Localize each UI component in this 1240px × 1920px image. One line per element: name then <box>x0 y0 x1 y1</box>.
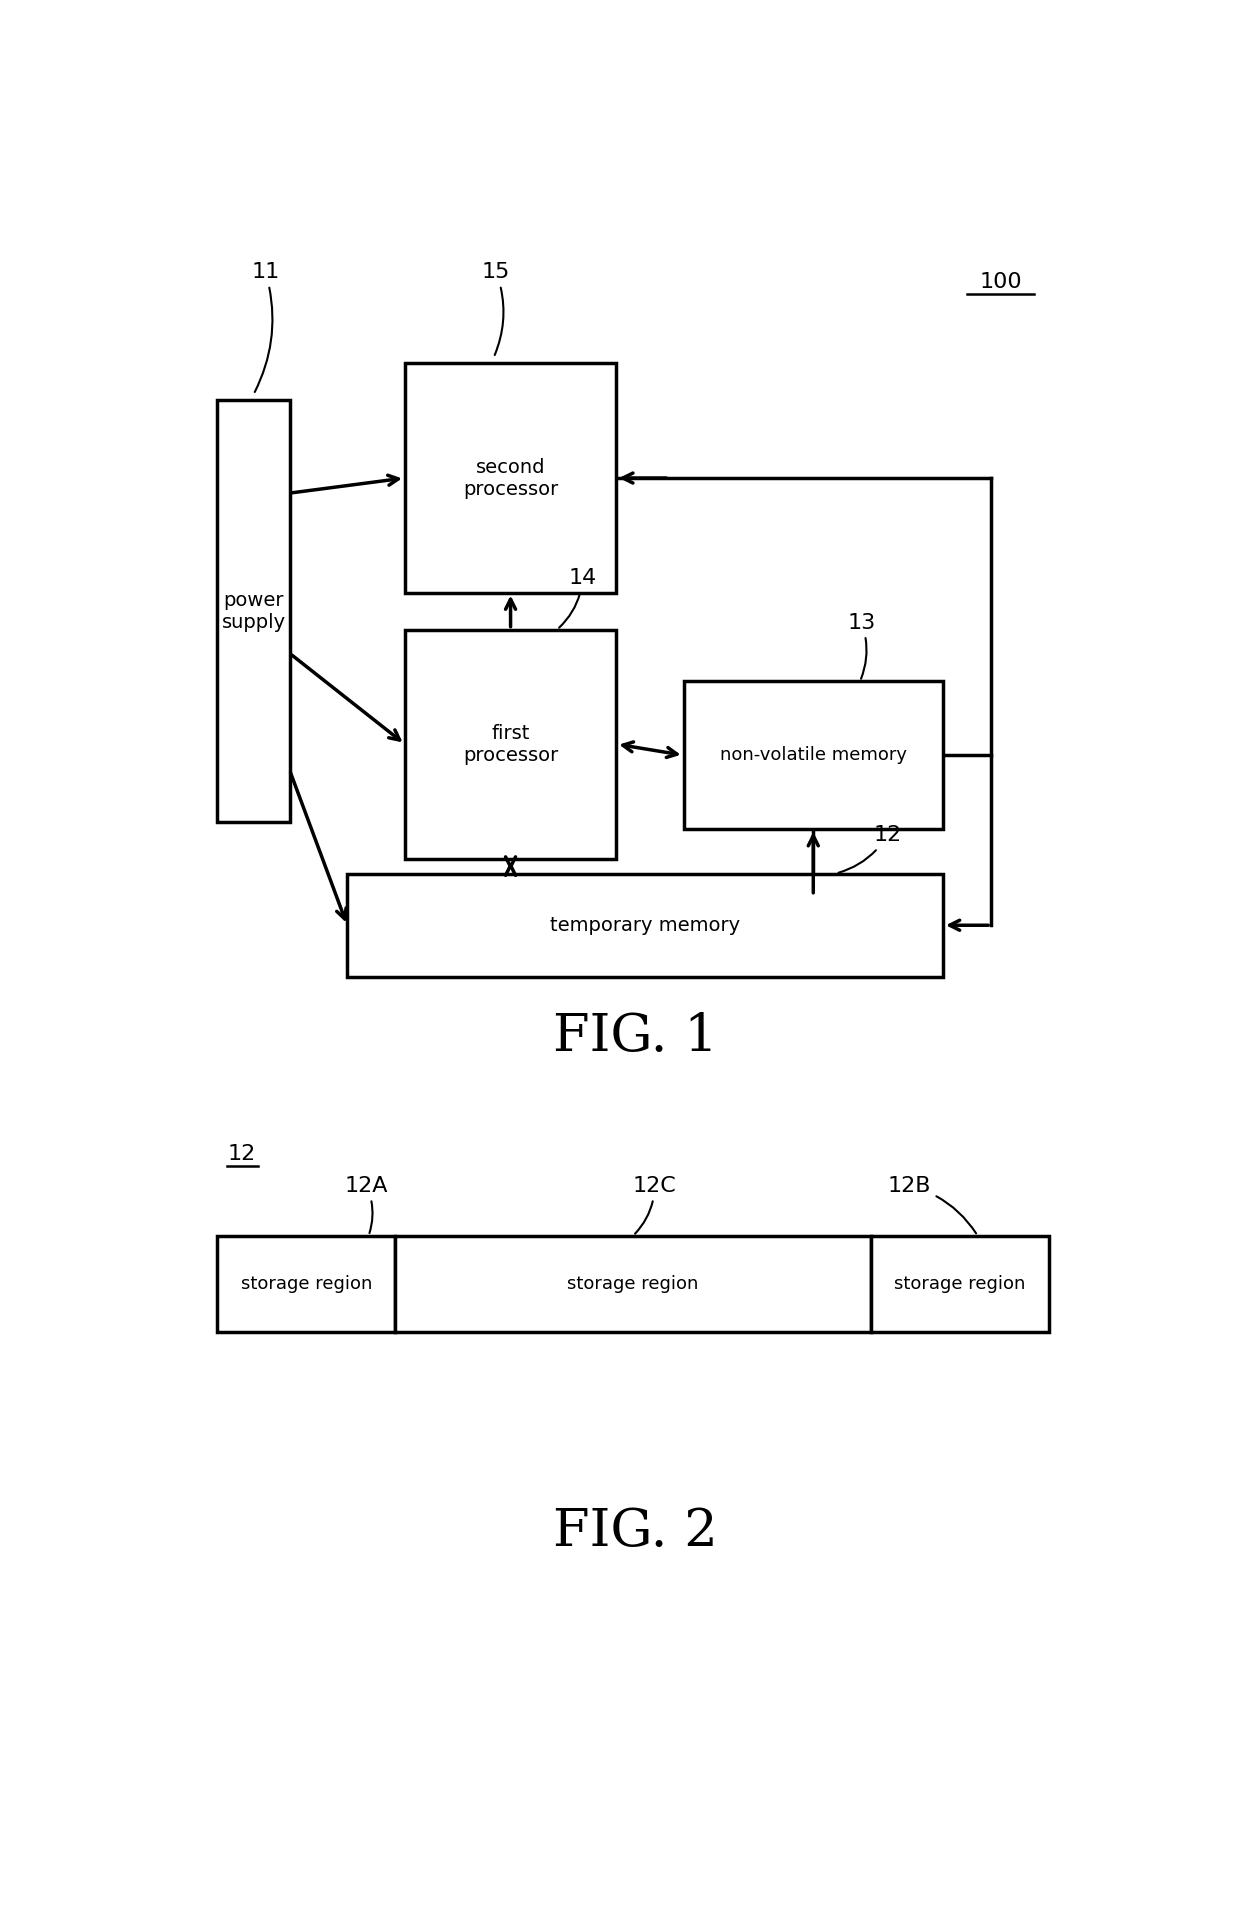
Text: 12B: 12B <box>888 1175 976 1233</box>
Text: 100: 100 <box>980 273 1022 292</box>
Text: 12: 12 <box>838 826 901 874</box>
Text: 12A: 12A <box>345 1175 388 1233</box>
Text: non-volatile memory: non-volatile memory <box>719 747 906 764</box>
Text: 12C: 12C <box>632 1175 677 1235</box>
FancyBboxPatch shape <box>404 630 616 858</box>
Text: second
processor: second processor <box>463 457 558 499</box>
Text: FIG. 1: FIG. 1 <box>553 1010 718 1062</box>
Text: storage region: storage region <box>894 1275 1025 1292</box>
FancyBboxPatch shape <box>396 1236 870 1332</box>
Text: 13: 13 <box>847 612 875 680</box>
FancyBboxPatch shape <box>217 1236 396 1332</box>
Text: FIG. 2: FIG. 2 <box>553 1505 718 1557</box>
FancyBboxPatch shape <box>217 401 290 822</box>
Text: 11: 11 <box>252 263 280 392</box>
FancyBboxPatch shape <box>870 1236 1049 1332</box>
FancyBboxPatch shape <box>683 682 944 829</box>
Text: power
supply: power supply <box>222 591 285 632</box>
FancyBboxPatch shape <box>404 363 616 593</box>
Text: 14: 14 <box>559 568 596 628</box>
Text: first
processor: first processor <box>463 724 558 764</box>
Text: temporary memory: temporary memory <box>551 916 740 935</box>
Text: 15: 15 <box>482 263 511 355</box>
Text: 12: 12 <box>227 1144 255 1164</box>
Text: storage region: storage region <box>568 1275 699 1292</box>
Text: storage region: storage region <box>241 1275 372 1292</box>
FancyBboxPatch shape <box>347 874 944 977</box>
